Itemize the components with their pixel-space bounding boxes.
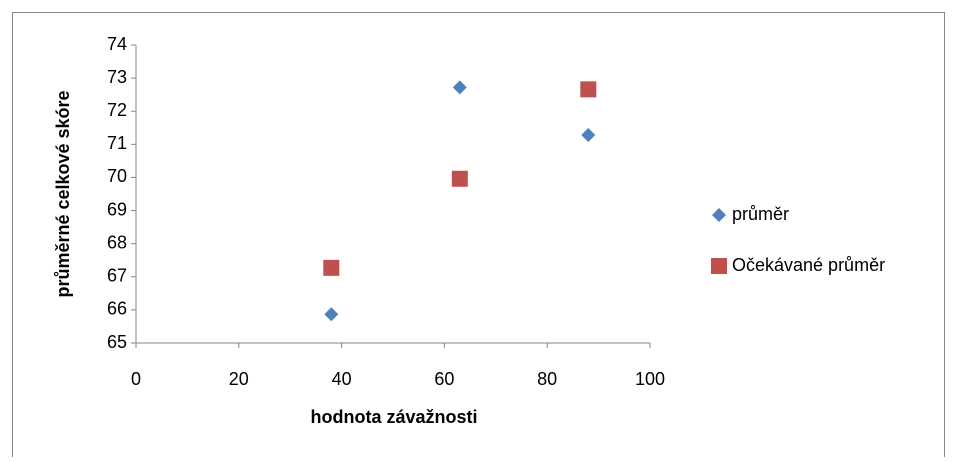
y-tick-label: 74 bbox=[107, 34, 127, 54]
y-tick-label: 72 bbox=[107, 100, 127, 120]
marker-square bbox=[451, 170, 468, 187]
y-tick-label: 71 bbox=[107, 133, 127, 153]
y-tick-label: 73 bbox=[107, 67, 127, 87]
legend-marker bbox=[712, 208, 726, 222]
marker-diamond bbox=[452, 80, 467, 95]
x-tick-label: 0 bbox=[131, 369, 141, 389]
x-tick-label: 100 bbox=[635, 369, 665, 389]
y-tick-label: 70 bbox=[107, 166, 127, 186]
chart-border bbox=[12, 12, 945, 462]
marker-diamond bbox=[324, 307, 339, 322]
y-axis-title: průměrné celkové skóre bbox=[53, 90, 73, 297]
y-tick-label: 66 bbox=[107, 299, 127, 319]
x-tick-label: 80 bbox=[537, 369, 557, 389]
y-tick-label: 69 bbox=[107, 199, 127, 219]
y-tick-label: 67 bbox=[107, 266, 127, 286]
x-axis-title: hodnota závažnosti bbox=[310, 407, 477, 427]
marker-diamond bbox=[581, 128, 596, 143]
x-tick-label: 60 bbox=[434, 369, 454, 389]
legend-label: Očekávané průměr bbox=[732, 255, 885, 275]
marker-square bbox=[323, 259, 340, 276]
x-tick-label: 20 bbox=[229, 369, 249, 389]
legend-marker bbox=[711, 258, 727, 274]
x-tick-label: 40 bbox=[332, 369, 352, 389]
legend-label: průměr bbox=[732, 204, 789, 224]
marker-square bbox=[580, 81, 597, 98]
y-tick-label: 68 bbox=[107, 232, 127, 252]
y-tick-label: 65 bbox=[107, 332, 127, 352]
